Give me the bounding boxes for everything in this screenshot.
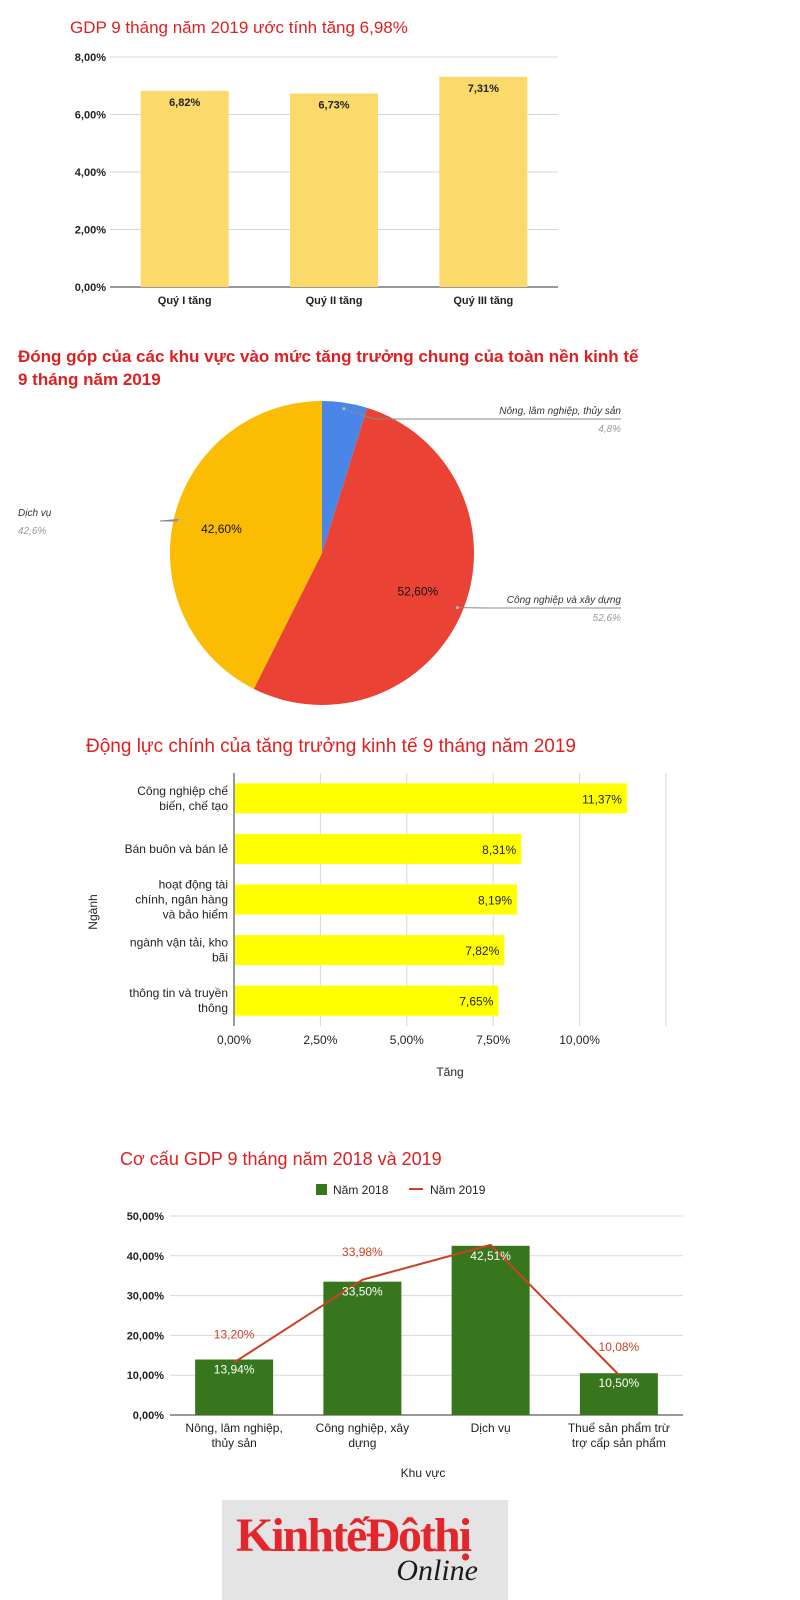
chart3-data-label: 8,19% [478,894,512,908]
chart3-bar [235,985,499,1016]
chart4-ytick: 40,00% [127,1251,165,1263]
chart3-bar [235,884,518,915]
chart1-ytick: 8,00% [75,52,106,64]
pie-callout-line [343,408,621,420]
chart4-xtick: Dịch vụ [471,1421,511,1435]
chart3-data-label: 7,82% [465,944,499,958]
chart3-data-label: 8,31% [482,843,516,857]
chart3-xtick: 10,00% [559,1033,600,1047]
chart3-category-label: và bảo hiểm [163,908,228,922]
pie-legend-value: 4,8% [598,424,621,435]
chart1-bar [290,93,378,287]
chart4-bar-label: 10,50% [599,1376,640,1390]
chart3-category-label: biến, chế tạo [159,799,228,813]
pie-callout-dot [455,606,459,610]
chart1-bar [439,76,528,288]
chart4-line-label: 13,20% [214,1327,255,1341]
pie-slice [322,401,368,553]
chart4-xtick: thủy sản [211,1436,256,1450]
chart4-bar-label: 33,50% [342,1285,383,1299]
pie-legend-value: 42,6% [18,526,46,537]
chart4-xtick: trợ cấp sản phẩm [572,1436,666,1450]
pie-slice [253,407,475,706]
chart4-xtick: Thuế sản phẩm trừ [568,1421,670,1435]
chart3-category-label: thông [198,1001,228,1015]
chart4-line-2019 [233,1243,620,1376]
chart4-line-label: 33,98% [342,1245,383,1259]
chart1-bar [140,90,229,287]
infographic-charts: GDP 9 tháng năm 2019 ước tính tăng 6,98%… [18,18,683,1480]
chart3-xtick: 5,00% [390,1033,424,1047]
chart3-ylabel: Ngành [86,894,100,929]
chart2-title-line2: 9 tháng năm 2019 [18,370,161,389]
chart3-bar [235,935,505,966]
chart3-category-label: bãi [212,951,228,965]
pie-callout-line [159,518,181,522]
pie-data-label: 42,60% [201,522,242,536]
chart3-category-label: hoạt động tài [159,878,228,892]
chart4-ytick: 30,00% [127,1291,165,1303]
chart4-ytick: 20,00% [127,1330,165,1342]
chart1-data-label: 6,73% [318,100,349,112]
chart3-data-label: 11,37% [582,792,622,806]
logo-main-text: KinhtếĐôthị [236,1509,472,1562]
chart3-xlabel: Tăng [436,1065,463,1079]
growth-drivers-hbar-chart: Động lực chính của tăng trưởng kinh tế 9… [86,736,667,1079]
logo-sub-text: Online [396,1554,478,1587]
sector-contribution-pie-chart: Đóng góp của các khu vực vào mức tăng tr… [18,347,639,706]
gdp-structure-combo-chart: Cơ cấu GDP 9 tháng năm 2018 và 2019 Năm … [120,1149,683,1480]
pie-legend-name: Công nghiệp và xây dựng [507,595,622,606]
chart1-xtick: Quý I tăng [158,295,212,307]
legend-label-2019: Năm 2019 [430,1183,486,1197]
chart3-xtick: 0,00% [217,1033,251,1047]
chart1-ytick: 0,00% [75,282,106,294]
pie-legend-name: Dịch vụ [18,508,52,519]
chart1-ytick: 4,00% [75,167,106,179]
chart4-bar [451,1245,530,1415]
chart3-category-label: ngành vận tải, kho [130,936,228,950]
pie-legend-name: Nông, lâm nghiệp, thủy sản [499,405,621,417]
chart4-line-label: 10,08% [599,1340,640,1354]
pie-legend-value: 52,6% [593,613,621,624]
chart1-title: GDP 9 tháng năm 2019 ước tính tăng 6,98% [70,18,408,37]
chart4-bar-label: 42,51% [470,1249,511,1263]
chart4-ytick: 50,00% [127,1211,165,1223]
chart4-bar [195,1359,274,1415]
chart3-title: Động lực chính của tăng trưởng kinh tế 9… [86,736,576,757]
gdp-quarterly-bar-chart: GDP 9 tháng năm 2019 ước tính tăng 6,98%… [70,18,558,307]
chart3-category-label: thông tin và truyền [129,986,228,1000]
chart4-xtick: Công nghiệp, xây [316,1421,409,1435]
chart4-bar [579,1373,658,1415]
chart4-ytick: 0,00% [133,1410,164,1422]
chart3-bar [235,833,522,864]
chart2-title-line1: Đóng góp của các khu vực vào mức tăng tr… [18,347,639,366]
chart4-bar [323,1281,402,1415]
pie-callout-dot [342,407,346,411]
chart4-ytick: 10,00% [127,1370,165,1382]
chart4-title: Cơ cấu GDP 9 tháng năm 2018 và 2019 [120,1149,442,1169]
legend-label-2018: Năm 2018 [333,1183,389,1197]
chart1-data-label: 6,82% [169,97,200,109]
chart3-category-label: Công nghiệp chế [137,784,228,798]
chart3-xtick: 2,50% [303,1033,337,1047]
pie-slice [170,401,322,689]
chart1-ytick: 6,00% [75,110,106,122]
chart3-data-label: 7,65% [459,995,493,1009]
chart3-category-label: Bán buôn và bán lẻ [125,842,229,856]
chart1-xtick: Quý II tăng [306,295,363,307]
legend-swatch-2018 [316,1184,327,1195]
kinhtedothi-logo: KinhtếĐôthị Online [222,1500,508,1600]
chart4-xlabel: Khu vực [401,1466,446,1480]
chart3-category-label: chính, ngân hàng [135,893,228,907]
chart1-ytick: 2,00% [75,225,106,237]
pie-callout-dot [178,517,182,521]
chart4-xtick: dựng [348,1436,376,1450]
chart1-data-label: 7,31% [468,83,499,95]
chart3-xtick: 7,50% [476,1033,510,1047]
chart1-xtick: Quý III tăng [453,295,513,307]
pie-data-label: 52,60% [398,585,439,599]
chart3-bar [235,783,627,814]
chart4-bar-label: 13,94% [214,1363,255,1377]
chart4-xtick: Nông, lâm nghiệp, [185,1421,282,1435]
